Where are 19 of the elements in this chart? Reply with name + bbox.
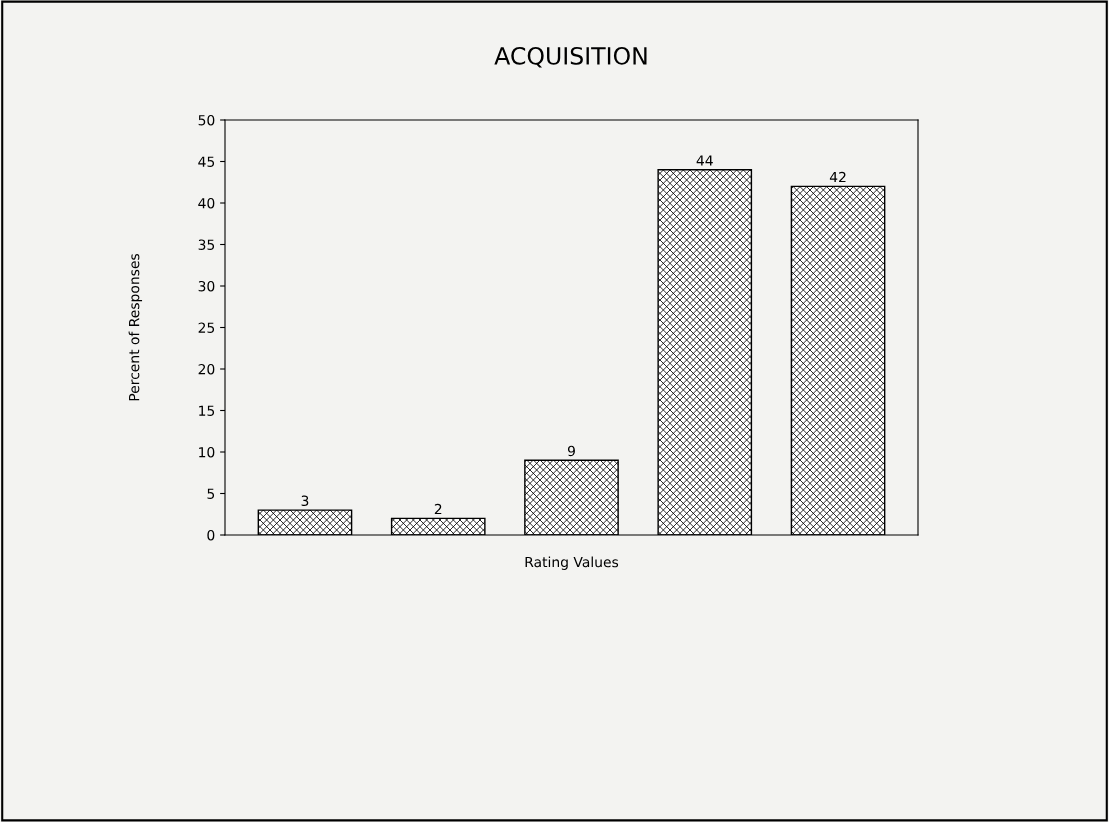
x-axis-title: Rating Values — [525, 556, 619, 570]
y-axis-title: Percent of Responses — [128, 253, 143, 401]
chart-title: ACQUISITION — [494, 46, 647, 68]
data-label: 42 — [829, 171, 846, 183]
data-label: 2 — [434, 503, 442, 515]
y-tick-label: 10 — [199, 446, 215, 458]
y-tick-label: 35 — [198, 239, 215, 250]
y-tick-label: 45 — [198, 156, 215, 167]
y-tick-label: 40 — [198, 197, 215, 209]
y-tick-label: 0 — [207, 529, 215, 541]
y-tick-label: 50 — [198, 114, 215, 126]
y-tick-label: 15 — [199, 405, 215, 416]
y-tick-label: 25 — [198, 322, 215, 333]
data-label: 3 — [301, 495, 309, 507]
data-label: 44 — [696, 155, 713, 166]
data-label: 9 — [567, 445, 575, 457]
y-tick-label: 30 — [198, 280, 215, 292]
y-tick-label: 5 — [207, 488, 215, 499]
y-tick-label: 20 — [198, 363, 215, 375]
